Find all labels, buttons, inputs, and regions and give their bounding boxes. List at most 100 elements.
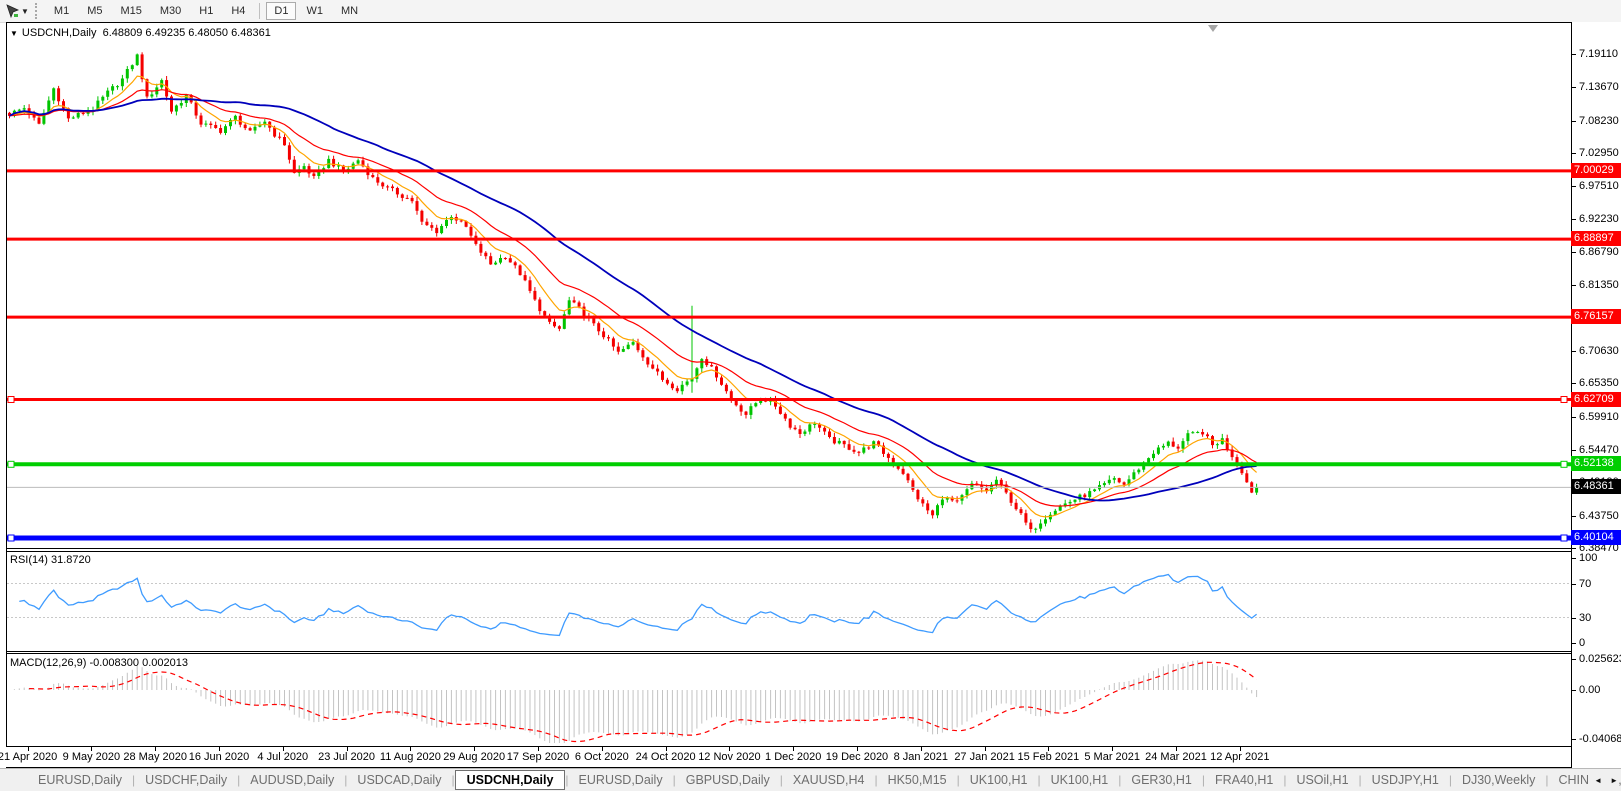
symbol-dropdown-icon[interactable]: ▼ <box>10 29 18 38</box>
top-toolbar: ▼ M1 M5 M15 M30 H1 H4 D1 W1 MN <box>0 0 1621 23</box>
date-tick <box>346 747 348 751</box>
date-axis-label: 17 Sep 2020 <box>506 751 570 763</box>
pane-divider[interactable] <box>6 651 1621 652</box>
hline-handle[interactable] <box>1560 460 1568 468</box>
date-tick <box>538 747 539 751</box>
price-axis-label: 7.19110 <box>1572 47 1618 62</box>
date-tick <box>282 747 284 751</box>
tab-hk50-m15-8[interactable]: HK50,M15 <box>887 773 947 787</box>
tab-gbpusd-daily-6[interactable]: GBPUSD,Daily <box>685 773 770 787</box>
date-axis-label: 6 Oct 2020 <box>574 751 629 763</box>
date-axis-label: 5 Mar 2021 <box>1084 751 1141 763</box>
tab-usdcad-daily-3[interactable]: USDCAD,Daily <box>357 773 442 787</box>
tab-scroll-left-icon[interactable]: ◄ <box>1594 776 1603 785</box>
hline-handle[interactable] <box>7 396 15 403</box>
tab-separator: | <box>1201 773 1205 787</box>
timeframe-button-h4[interactable]: H4 <box>231 5 246 17</box>
tab-usoil-h1-13[interactable]: USOil,H1 <box>1296 773 1349 787</box>
price-axis-label: 6.86790 <box>1572 245 1619 260</box>
pane-divider[interactable] <box>6 653 1621 654</box>
tab-separator: | <box>874 773 878 787</box>
price-axis-label: 6.70630 <box>1572 344 1619 359</box>
date-tick <box>1239 747 1241 751</box>
tab-usdcnh-daily-4[interactable]: USDCNH,Daily <box>454 770 566 790</box>
chart-ohlc-values: 6.48809 6.49235 6.48050 6.48361 <box>102 27 271 39</box>
date-tick <box>474 747 476 751</box>
hline-price-badge: 6.88897 <box>1571 231 1621 247</box>
tab-separator: | <box>1118 773 1122 787</box>
tab-uk100-h1-9[interactable]: UK100,H1 <box>969 773 1028 787</box>
tab-usdchf-daily-1[interactable]: USDCHF,Daily <box>145 773 228 787</box>
date-axis-label: 12 Apr 2021 <box>1210 751 1270 763</box>
chart-title: ▼ USDCNH,Daily 6.48809 6.49235 6.48050 6.… <box>10 27 271 39</box>
rsi-axis-label: 0 <box>1572 636 1585 651</box>
tab-audusd-daily-2[interactable]: AUDUSD,Daily <box>250 773 335 787</box>
date-axis[interactable]: 21 Apr 2020 9 May 2020 28 May 2020 16 Jun 2… <box>0 747 1571 767</box>
tab-fra40-h1-12[interactable]: FRA40,H1 <box>1214 773 1274 787</box>
tab-uk100-h1-10[interactable]: UK100,H1 <box>1050 773 1109 787</box>
macd-indicator-canvas[interactable] <box>7 654 1571 746</box>
tab-separator: | <box>779 773 783 787</box>
pane-divider[interactable] <box>6 548 1621 549</box>
chart-shift-marker-icon[interactable] <box>1208 25 1218 32</box>
date-axis-label: 11 Aug 2020 <box>379 751 441 763</box>
price-axis-label: 6.65350 <box>1572 376 1619 391</box>
timeframe-button-m1[interactable]: M1 <box>53 5 70 17</box>
timeframe-button-mn[interactable]: MN <box>340 5 359 17</box>
price-axis-label: 7.08230 <box>1572 114 1619 129</box>
price-axis-label: 7.02950 <box>1572 146 1619 161</box>
pane-divider[interactable] <box>6 551 1621 552</box>
hline-handle[interactable] <box>7 460 15 468</box>
candlesticks <box>8 52 1259 534</box>
date-axis-label: 19 Dec 2020 <box>825 751 889 763</box>
chart-tab-bar: EURUSD,Daily | USDCHF,Daily | AUDUSD,Daily | U… <box>0 768 1621 791</box>
tab-usdjpy-h1-14[interactable]: USDJPY,H1 <box>1371 773 1439 787</box>
date-axis-label: 24 Mar 2021 <box>1145 751 1207 763</box>
date-axis-label: 23 Jul 2020 <box>318 751 376 763</box>
horizontal-lines[interactable] <box>7 169 1571 542</box>
toolbar-caret-icon[interactable]: ▼ <box>21 6 29 16</box>
rsi-indicator-canvas[interactable] <box>7 552 1571 650</box>
tab-dj30-weekly-15[interactable]: DJ30,Weekly <box>1461 773 1536 787</box>
hline-handle[interactable] <box>1560 534 1568 542</box>
date-tick <box>27 747 29 751</box>
tab-separator: | <box>672 773 676 787</box>
tab-eurusd-daily-0[interactable]: EURUSD,Daily <box>38 773 123 787</box>
timeframe-button-m30[interactable]: M30 <box>159 5 182 17</box>
price-axis-label: 6.81350 <box>1572 278 1619 293</box>
tab-separator: | <box>1358 773 1362 787</box>
date-tick <box>729 747 731 751</box>
hline-handle[interactable] <box>7 534 15 542</box>
date-tick <box>665 747 667 751</box>
price-axis-label: 6.43750 <box>1572 509 1619 524</box>
timeframe-button-h1[interactable]: H1 <box>199 5 214 17</box>
toolbar-grip[interactable] <box>34 3 37 19</box>
main-chart-canvas[interactable] <box>7 24 1571 547</box>
hline-price-badge: 6.40104 <box>1571 529 1621 545</box>
price-axis[interactable]: 7.19110 7.13670 7.08230 7.02950 6.97510 6.922… <box>1571 22 1621 768</box>
tab-eurusd-daily-5[interactable]: EURUSD,Daily <box>578 773 663 787</box>
date-tick <box>410 747 412 751</box>
date-axis-label: 1 Dec 2020 <box>765 751 822 763</box>
tab-separator: | <box>237 773 241 787</box>
date-axis-border <box>6 746 1621 747</box>
timeframe-button-w1[interactable]: W1 <box>306 5 323 17</box>
rsi-axis-label: 70 <box>1572 577 1591 592</box>
date-axis-label: 16 Jun 2020 <box>188 751 250 763</box>
timeframe-button-m15[interactable]: M15 <box>120 5 142 17</box>
hline-handle[interactable] <box>1560 396 1568 403</box>
tab-scroll-right-icon[interactable]: ► <box>1610 776 1618 785</box>
tab-xauusd-h4-7[interactable]: XAUUSD,H4 <box>792 773 865 787</box>
price-axis-label: 6.54470 <box>1572 443 1619 458</box>
tab-ger30-h1-11[interactable]: GER30,H1 <box>1131 773 1192 787</box>
timeframe-button-m5[interactable]: M5 <box>87 5 103 17</box>
tab-separator: | <box>565 773 569 787</box>
cursor-tool-icon[interactable] <box>3 2 21 20</box>
date-tick <box>1048 747 1050 751</box>
macd-axis-label: 0.025623 <box>1572 652 1621 667</box>
date-axis-label: 12 Nov 2020 <box>698 751 761 763</box>
rsi-line <box>19 573 1258 637</box>
timeframe-button-d1[interactable]: D1 <box>266 2 297 20</box>
